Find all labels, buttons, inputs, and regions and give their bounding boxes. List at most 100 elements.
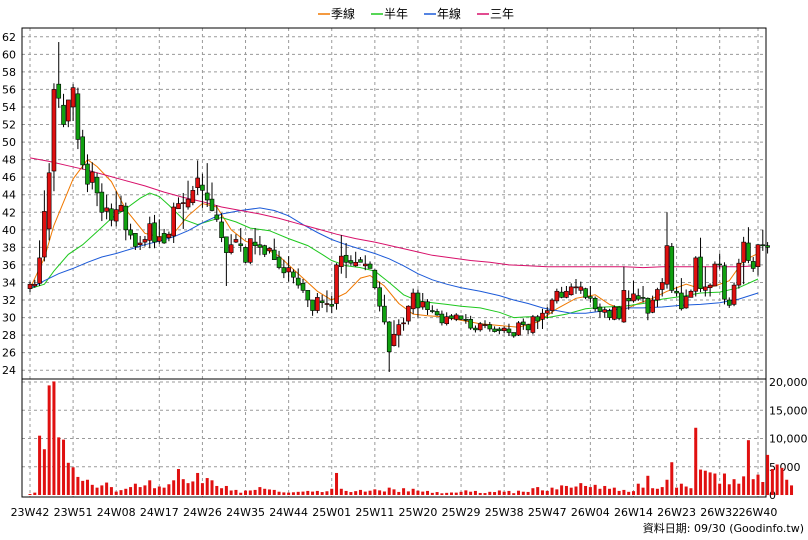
volume-bar — [38, 435, 42, 495]
volume-bar — [402, 488, 406, 495]
candle-body — [607, 310, 612, 318]
volume-bar — [100, 485, 104, 495]
candle — [482, 320, 488, 329]
x-tick-label: 26W04 — [571, 506, 610, 519]
volume-bar — [416, 490, 420, 495]
candle-body — [626, 297, 631, 302]
candle-body — [195, 177, 200, 189]
candle — [109, 203, 114, 227]
candle — [679, 278, 684, 311]
candle — [477, 321, 483, 332]
price-axis: 24 26 28 30 32 34 36 38 40 42 44 46 48 50 52 54 56 58 60 62 — [2, 31, 16, 377]
volume-tick-label: 10,000 — [769, 433, 808, 446]
candle-body — [425, 301, 430, 310]
volume-bar — [153, 488, 157, 495]
candle-body — [286, 267, 291, 273]
candle — [755, 243, 761, 276]
volume-bar — [497, 490, 501, 495]
candle — [94, 172, 100, 207]
candle — [506, 323, 512, 337]
x-tick-label: 23W51 — [54, 506, 93, 519]
candle-body — [540, 312, 545, 320]
candle — [248, 238, 253, 265]
candle — [544, 307, 550, 319]
candle-body — [56, 83, 62, 99]
candle-body — [463, 319, 469, 321]
volume-bar — [129, 487, 133, 495]
candle-body — [147, 223, 153, 241]
volume-bar — [636, 483, 640, 495]
candle — [391, 320, 397, 347]
volume-bar — [105, 482, 109, 495]
candle — [487, 321, 493, 332]
volume-bar — [239, 492, 243, 495]
candle — [616, 306, 622, 321]
candle — [726, 297, 732, 308]
volume-bars — [28, 381, 794, 495]
candle-body — [329, 304, 335, 307]
candle — [343, 242, 349, 279]
candle-body — [501, 327, 507, 332]
candle — [99, 183, 105, 222]
volume-bar — [531, 488, 535, 495]
price-tick-label: 26 — [2, 347, 16, 360]
volume-bar — [291, 492, 295, 495]
candle-body — [612, 306, 617, 320]
volume-bar — [603, 485, 607, 495]
volume-bar — [742, 476, 746, 495]
legend-label: 年線 — [437, 6, 461, 21]
candle-body — [252, 241, 258, 246]
volume-bar — [124, 488, 128, 495]
candle — [291, 269, 296, 284]
volume-bar — [224, 485, 228, 495]
x-tick-label: 26W32 — [700, 506, 739, 519]
candle-body — [698, 256, 703, 289]
candle — [530, 314, 536, 335]
volume-bar — [234, 489, 238, 495]
x-tick-label: 26W40 — [739, 506, 778, 519]
candle-body — [142, 239, 148, 243]
volume-bar — [746, 440, 750, 495]
volume-bar — [617, 490, 621, 495]
candle-body — [295, 277, 301, 286]
candle — [305, 290, 311, 308]
candle — [535, 314, 540, 329]
volume-bar — [157, 486, 161, 495]
volume-bar — [76, 476, 80, 495]
candle-body — [554, 290, 560, 302]
volume-bar — [301, 491, 305, 495]
candle — [453, 313, 459, 322]
volume-bar — [277, 491, 281, 495]
candle-body — [324, 303, 330, 305]
price-gridlines — [22, 28, 766, 497]
candle — [415, 289, 421, 318]
candle — [473, 325, 478, 333]
candle-body — [679, 292, 684, 310]
candle — [238, 228, 244, 252]
candle-body — [339, 255, 344, 267]
volume-bar — [148, 480, 152, 495]
candle-body — [655, 289, 660, 301]
candle — [66, 99, 71, 128]
volume-bar — [469, 491, 473, 495]
volume-bar — [191, 481, 195, 495]
candle — [449, 314, 454, 321]
candle — [760, 229, 766, 251]
candle — [406, 305, 411, 325]
candle-body — [410, 292, 416, 310]
candle — [104, 194, 109, 220]
candle-body — [248, 238, 253, 263]
candle — [61, 93, 66, 128]
candle — [655, 287, 660, 308]
ma-line — [29, 158, 759, 328]
candle — [37, 240, 42, 286]
candle-body — [37, 257, 42, 284]
candle — [271, 238, 277, 260]
candle — [224, 236, 229, 286]
candle-body — [535, 316, 540, 322]
volume-bar — [339, 488, 343, 495]
price-tick-label: 44 — [2, 189, 16, 202]
x-tick-label: 25W47 — [528, 506, 567, 519]
candle-body — [473, 327, 478, 331]
candle — [468, 315, 473, 330]
